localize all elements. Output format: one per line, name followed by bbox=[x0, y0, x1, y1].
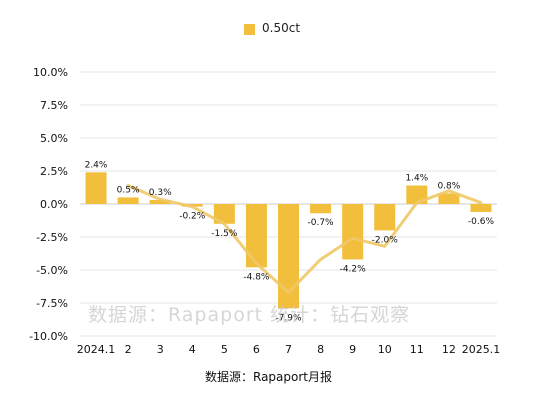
x-tick-label: 2024.1 bbox=[77, 343, 116, 356]
source-caption: 数据源：Rapaport月报 bbox=[205, 370, 332, 384]
data-label: -0.7% bbox=[308, 218, 335, 228]
x-tick-label: 11 bbox=[410, 343, 424, 356]
y-tick-label: -2.5% bbox=[36, 231, 68, 244]
y-tick-label: 0.0% bbox=[40, 198, 68, 211]
data-label: -4.8% bbox=[243, 272, 270, 282]
bar bbox=[342, 204, 364, 260]
data-label: -4.2% bbox=[340, 264, 367, 274]
data-label: -0.2% bbox=[179, 212, 206, 222]
data-label: 0.8% bbox=[437, 181, 460, 191]
data-label: -7.9% bbox=[275, 313, 302, 323]
x-tick-label: 2025.1 bbox=[462, 343, 501, 356]
x-tick-label: 2 bbox=[125, 343, 132, 356]
bar bbox=[310, 204, 332, 214]
y-tick-label: 7.5% bbox=[40, 99, 68, 112]
data-label: 0.5% bbox=[117, 185, 140, 195]
data-label: -2.0% bbox=[372, 235, 399, 245]
x-tick-label: 5 bbox=[221, 343, 228, 356]
bar bbox=[278, 204, 299, 309]
legend-label: 0.50ct bbox=[262, 21, 301, 35]
x-tick-label: 3 bbox=[157, 343, 164, 356]
x-tick-label: 12 bbox=[442, 343, 456, 356]
legend-swatch bbox=[244, 24, 255, 35]
bar bbox=[245, 204, 267, 268]
data-label: 1.4% bbox=[405, 174, 428, 184]
data-label: 0.3% bbox=[149, 188, 172, 198]
x-tick-label: 10 bbox=[378, 343, 392, 356]
y-tick-label: 2.5% bbox=[40, 165, 68, 178]
bar bbox=[149, 200, 171, 204]
data-label: 2.4% bbox=[85, 160, 108, 170]
data-label: -0.6% bbox=[468, 217, 495, 227]
watermark: 数据源：Rapaport 统计：钻石观察 bbox=[88, 304, 411, 326]
y-tick-label: -10.0% bbox=[29, 330, 68, 343]
trend-line bbox=[126, 184, 483, 294]
y-tick-label: -7.5% bbox=[36, 297, 68, 310]
bar bbox=[374, 204, 396, 231]
data-label: -1.5% bbox=[211, 229, 238, 239]
bar bbox=[470, 204, 492, 212]
bar bbox=[438, 193, 460, 204]
bar bbox=[85, 172, 107, 204]
y-tick-label: -5.0% bbox=[36, 264, 68, 277]
x-tick-label: 9 bbox=[349, 343, 356, 356]
x-tick-label: 7 bbox=[285, 343, 292, 356]
bar bbox=[117, 197, 139, 204]
bar bbox=[213, 204, 235, 224]
y-tick-label: 10.0% bbox=[33, 66, 68, 79]
x-tick-label: 8 bbox=[317, 343, 324, 356]
x-tick-label: 6 bbox=[253, 343, 260, 356]
x-tick-label: 4 bbox=[189, 343, 196, 356]
y-tick-label: 5.0% bbox=[40, 132, 68, 145]
